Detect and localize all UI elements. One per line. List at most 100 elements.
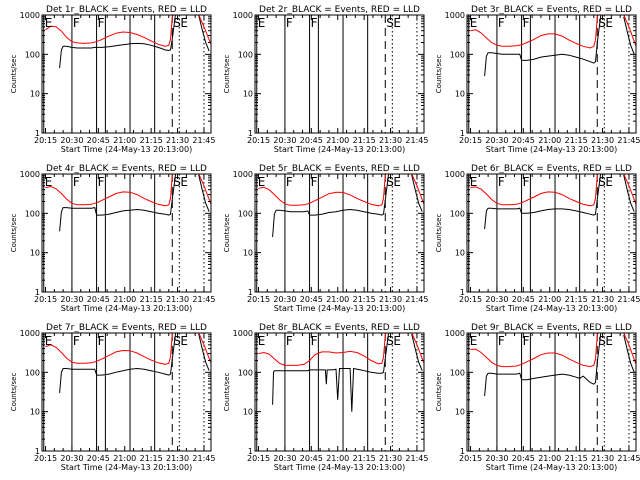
x-tick-label: 20:15 [34,136,57,145]
y-tick-label: 100 [450,209,465,218]
y-tick-label: 1000 [20,170,40,179]
x-tick-label: 20:15 [34,295,57,304]
y-tick-label: 10 [30,249,40,258]
y-axis-label: Counts/sec [435,55,443,94]
events-series-line [59,333,177,393]
lld-series-line [45,333,174,365]
lld-series-line [470,174,599,207]
x-axis-label: Start Time (24-May-13 20:13:00) [61,145,192,154]
axes-frame [466,332,637,452]
x-tick-label: 21:00 [538,136,561,145]
marker-label: F [311,16,318,30]
y-tick-label: 1 [35,129,40,138]
axes-frame [41,173,212,293]
y-tick-label: 10 [243,249,253,258]
x-axis-label: Start Time (24-May-13 20:13:00) [61,304,192,313]
marker-label: S [386,175,394,189]
y-axis-label: Counts/sec [10,214,18,253]
events-series-line [198,15,210,52]
axes-frame [254,173,425,293]
y-axis-label: Counts/sec [435,214,443,253]
x-tick-label: 20:15 [247,454,270,463]
x-tick-label: 20:30 [60,295,83,304]
x-tick-label: 20:30 [485,136,508,145]
lld-series-line [198,15,211,45]
y-tick-label: 1 [35,447,40,456]
y-tick-label: 10 [30,90,40,99]
x-tick-label: 20:45 [300,136,323,145]
x-tick-label: 21:45 [405,295,428,304]
panel-title: Det 1r_BLACK = Events, RED = LLD [46,5,207,15]
x-tick-label: 21:30 [166,295,189,304]
x-tick-label: 21:45 [192,136,215,145]
x-tick-label: 20:45 [300,295,323,304]
marker-label: S [598,175,606,189]
plot-area [468,174,636,292]
y-tick-label: 1 [248,447,253,456]
y-tick-label: 100 [25,50,40,59]
events-series-line [484,333,602,397]
x-tick-label: 21:15 [140,295,163,304]
y-tick-label: 100 [238,50,253,59]
x-tick-label: 21:00 [113,454,136,463]
panel-title: Det 3r_BLACK = Events, RED = LLD [471,5,632,15]
x-tick-label: 21:15 [353,454,376,463]
panel-title: Det 5r_BLACK = Events, RED = LLD [259,164,420,174]
events-series-line [198,333,210,371]
x-tick-label: 21:00 [326,136,349,145]
x-tick-label: 21:15 [353,295,376,304]
lld-series-line [258,174,387,207]
y-tick-label: 1000 [233,11,253,20]
events-series-line [623,174,635,212]
x-tick-label: 21:00 [538,295,561,304]
axes-frame [254,14,425,134]
lld-series-line [411,174,424,205]
lld-series-line [623,174,636,205]
x-tick-label: 20:30 [485,454,508,463]
x-tick-label: 21:45 [405,136,428,145]
x-tick-label: 21:30 [379,454,402,463]
y-tick-label: 1000 [445,11,465,20]
marker-label: F [98,16,105,30]
y-axis-label: Counts/sec [223,55,231,94]
x-tick-label: 20:30 [273,454,296,463]
marker-label: F [98,334,105,348]
x-tick-label: 21:15 [140,454,163,463]
lld-series-line [45,174,174,207]
plot-area [256,15,418,133]
events-series-line [484,15,602,77]
marker-label: F [523,334,530,348]
events-series-line [59,174,177,232]
marker-label: F [498,334,505,348]
x-tick-label: 21:30 [166,136,189,145]
y-tick-label: 100 [238,368,253,377]
x-tick-label: 21:15 [565,454,588,463]
x-tick-label: 20:15 [34,454,57,463]
y-tick-label: 1 [35,288,40,297]
events-series-line [198,174,210,212]
panel-title: Det 9r_BLACK = Events, RED = LLD [471,323,632,333]
panel-title: Det 4r_BLACK = Events, RED = LLD [46,164,207,174]
x-tick-label: 21:30 [379,295,402,304]
marker-label: E [470,175,478,189]
x-tick-label: 20:45 [300,454,323,463]
x-tick-label: 20:45 [87,136,110,145]
x-tick-label: 20:30 [485,295,508,304]
y-tick-label: 10 [243,408,253,417]
x-tick-label: 20:45 [87,295,110,304]
marker-label: F [286,175,293,189]
lld-series-line [45,15,174,47]
axes-frame [41,14,212,134]
y-axis-label: Counts/sec [10,55,18,94]
plot-area [256,333,424,451]
x-tick-label: 20:45 [512,136,535,145]
marker-label: E [605,175,613,189]
x-tick-label: 20:30 [273,295,296,304]
marker-label: S [598,16,606,30]
y-tick-label: 100 [25,209,40,218]
marker-label: S [173,175,181,189]
events-series-line [411,333,423,371]
